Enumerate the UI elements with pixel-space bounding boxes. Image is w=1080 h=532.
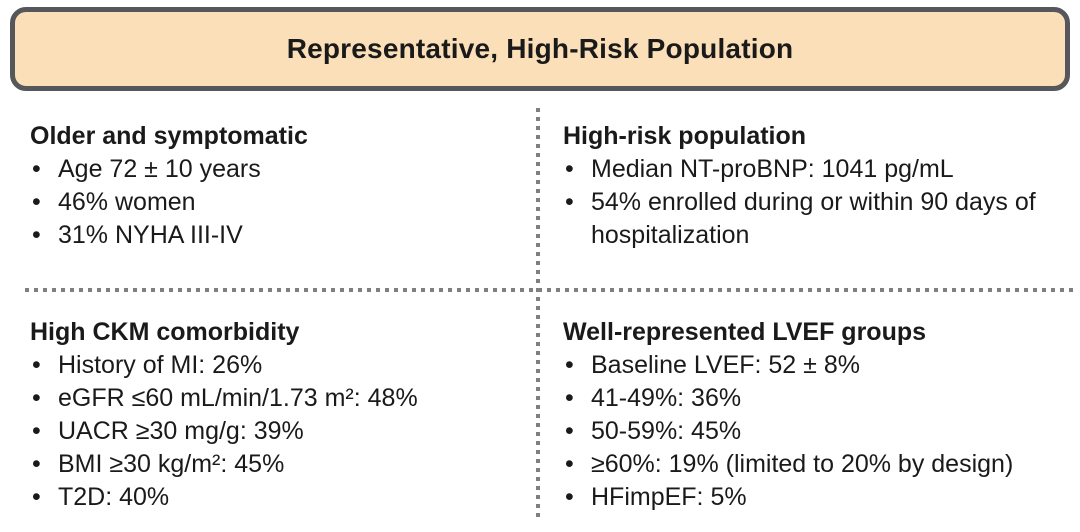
horizontal-dotted-divider: [25, 288, 1077, 292]
bullet-item: ≥60%: 19% (limited to 20% by design): [563, 448, 1063, 481]
quadrant-heading: High-risk population: [563, 122, 807, 150]
title-banner: Representative, High-Risk Population: [10, 7, 1070, 91]
bullet-item: HFimpEF: 5%: [563, 481, 1063, 514]
bullet-item: Age 72 ± 10 years: [30, 153, 510, 186]
bullet-item: 46% women: [30, 186, 510, 219]
quadrant-high-risk-population: High-risk population Median NT-proBNP: 1…: [563, 120, 1048, 252]
bullet-item: History of MI: 26%: [30, 349, 510, 382]
quadrant-older-and-symptomatic: Older and symptomatic Age 72 ± 10 years …: [30, 120, 510, 252]
bullet-item: 31% NYHA III-IV: [30, 219, 510, 252]
vertical-dotted-divider: [536, 108, 540, 520]
bullet-list: Median NT-proBNP: 1041 pg/mL 54% enrolle…: [563, 153, 1048, 252]
bullet-item: 54% enrolled during or within 90 days of…: [563, 186, 1048, 252]
quadrant-heading: Well-represented LVEF groups: [563, 318, 927, 346]
bullet-item: eGFR ≤60 mL/min/1.73 m²: 48%: [30, 382, 510, 415]
bullet-item: BMI ≥30 kg/m²: 45%: [30, 448, 510, 481]
quadrant-high-ckm-comorbidity: High CKM comorbidity History of MI: 26% …: [30, 316, 510, 514]
bullet-item: T2D: 40%: [30, 481, 510, 514]
bullet-item: Baseline LVEF: 52 ± 8%: [563, 349, 1063, 382]
quadrant-heading: Older and symptomatic: [30, 122, 308, 150]
bullet-list: History of MI: 26% eGFR ≤60 mL/min/1.73 …: [30, 349, 510, 514]
bullet-item: UACR ≥30 mg/g: 39%: [30, 415, 510, 448]
quadrant-well-represented-lvef-groups: Well-represented LVEF groups Baseline LV…: [563, 316, 1063, 514]
bullet-list: Age 72 ± 10 years 46% women 31% NYHA III…: [30, 153, 510, 252]
bullet-list: Baseline LVEF: 52 ± 8% 41-49%: 36% 50-59…: [563, 349, 1063, 514]
figure-title: Representative, High-Risk Population: [286, 33, 794, 64]
bullet-item: 50-59%: 45%: [563, 415, 1063, 448]
quadrant-heading: High CKM comorbidity: [30, 318, 300, 346]
bullet-item: 41-49%: 36%: [563, 382, 1063, 415]
bullet-item: Median NT-proBNP: 1041 pg/mL: [563, 153, 1048, 186]
